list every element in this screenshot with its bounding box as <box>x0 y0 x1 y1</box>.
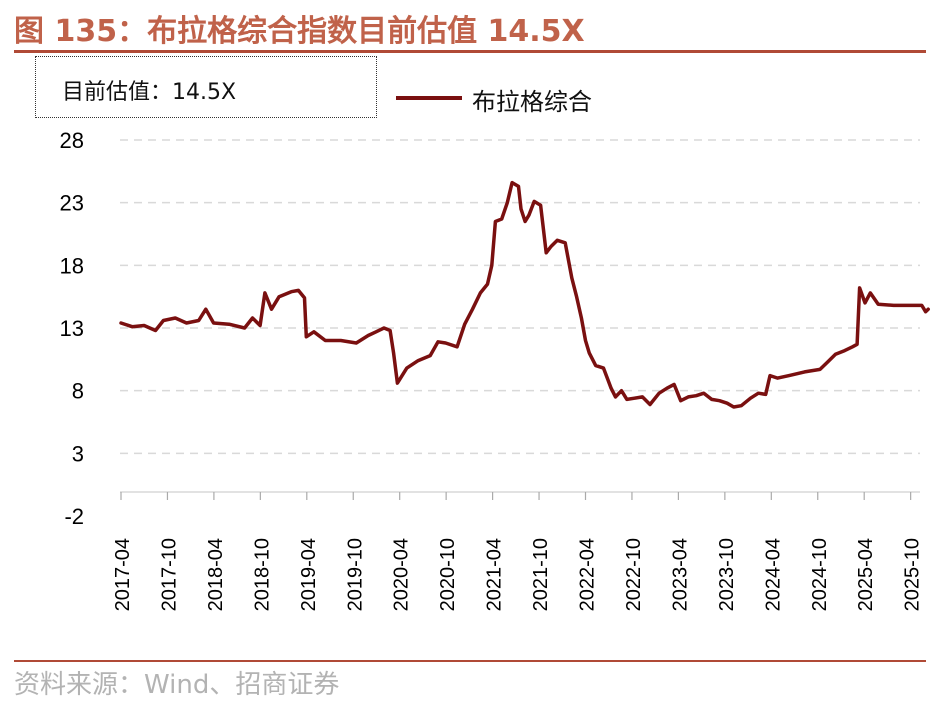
x-tick-label: 2025-10 <box>902 538 924 611</box>
annotation-box <box>35 56 377 118</box>
x-tick-label: 2018-10 <box>251 538 273 611</box>
legend-label: 布拉格综合 <box>472 88 592 116</box>
x-tick-label: 2018-04 <box>205 538 227 611</box>
x-tick-label: 2025-04 <box>855 538 877 611</box>
x-tick-label: 2019-04 <box>298 538 320 611</box>
x-tick-label: 2021-04 <box>484 538 506 611</box>
x-tick-label: 2017-10 <box>158 538 180 611</box>
y-tick-label: 18 <box>60 253 84 278</box>
y-tick-label: 3 <box>72 441 84 466</box>
x-tick-label: 2021-10 <box>530 538 552 611</box>
x-tick-label: 2017-04 <box>112 538 134 611</box>
source-note: 资料来源：Wind、招商证券 <box>14 670 340 700</box>
x-tick-label: 2020-10 <box>437 538 459 611</box>
y-tick-label: 23 <box>60 191 84 216</box>
x-tick-label: 2023-10 <box>716 538 738 611</box>
x-tick-label: 2020-04 <box>391 538 413 611</box>
x-tick-label: 2022-04 <box>577 538 599 611</box>
y-tick-label: 8 <box>72 379 84 404</box>
source-divider <box>14 660 926 662</box>
title-divider <box>14 50 926 53</box>
series-line <box>119 180 930 409</box>
legend-swatch <box>396 96 462 100</box>
x-tick-label: 2019-10 <box>344 538 366 611</box>
y-tick-label: 13 <box>60 316 84 341</box>
x-tick-label: 2023-04 <box>669 538 691 611</box>
y-tick-label: 28 <box>60 128 84 153</box>
annotation-text: 目前估值：14.5X <box>62 80 237 105</box>
figure-title: 图 135：布拉格综合指数目前估值 14.5X <box>14 14 585 49</box>
y-tick-label: -2 <box>64 504 84 529</box>
x-tick-label: 2022-10 <box>623 538 645 611</box>
x-tick-label: 2024-04 <box>762 538 784 611</box>
x-tick-label: 2024-10 <box>809 538 831 611</box>
